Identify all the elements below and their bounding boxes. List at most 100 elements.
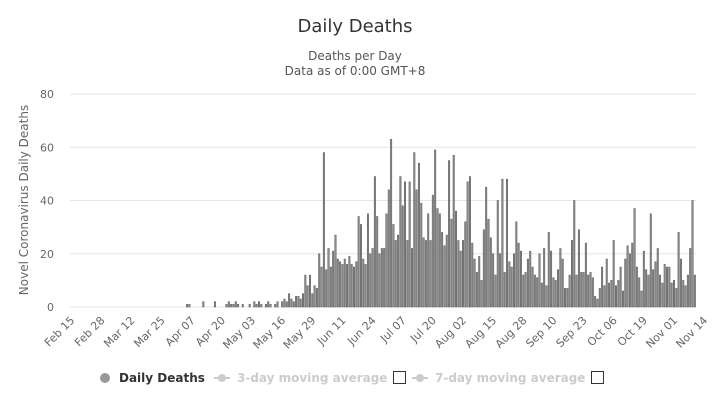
bar[interactable]: [241, 304, 244, 308]
bar[interactable]: [304, 274, 307, 308]
bar[interactable]: [554, 280, 557, 308]
bar[interactable]: [441, 232, 444, 308]
bar[interactable]: [673, 280, 675, 308]
bar[interactable]: [406, 240, 409, 308]
bar[interactable]: [661, 282, 664, 308]
bar[interactable]: [659, 274, 662, 308]
bar[interactable]: [475, 272, 478, 308]
bar[interactable]: [380, 248, 383, 308]
bar[interactable]: [339, 261, 342, 308]
bar[interactable]: [455, 210, 457, 308]
bar[interactable]: [237, 304, 240, 308]
bar[interactable]: [276, 301, 279, 308]
bar[interactable]: [628, 253, 631, 308]
bar[interactable]: [677, 232, 680, 308]
bar[interactable]: [635, 266, 638, 308]
bar[interactable]: [652, 269, 655, 308]
bar[interactable]: [427, 213, 430, 308]
bar[interactable]: [227, 301, 230, 308]
bar[interactable]: [515, 221, 518, 308]
bar[interactable]: [466, 181, 469, 308]
bar[interactable]: [624, 258, 627, 308]
bar[interactable]: [506, 178, 509, 308]
bar[interactable]: [526, 258, 529, 308]
7day-average-checkbox[interactable]: [591, 371, 604, 384]
bar[interactable]: [622, 290, 624, 308]
bar[interactable]: [438, 213, 441, 308]
bar[interactable]: [225, 304, 228, 308]
bar[interactable]: [269, 304, 272, 308]
bar[interactable]: [295, 296, 298, 308]
bar[interactable]: [297, 296, 300, 308]
bar[interactable]: [411, 248, 413, 308]
bar[interactable]: [584, 242, 587, 308]
bar[interactable]: [302, 293, 304, 308]
bar[interactable]: [253, 301, 256, 308]
bar[interactable]: [619, 266, 622, 308]
bar[interactable]: [496, 200, 499, 308]
bar[interactable]: [603, 285, 606, 308]
bar[interactable]: [605, 258, 608, 308]
bar[interactable]: [468, 176, 471, 308]
bar[interactable]: [598, 288, 601, 308]
bar[interactable]: [357, 216, 360, 308]
bar[interactable]: [557, 269, 560, 308]
bar[interactable]: [533, 274, 536, 308]
bar[interactable]: [355, 261, 358, 308]
bar[interactable]: [566, 288, 569, 308]
bar[interactable]: [615, 285, 617, 308]
bar[interactable]: [264, 304, 267, 308]
bar[interactable]: [364, 264, 367, 308]
bar[interactable]: [387, 189, 390, 308]
bar[interactable]: [485, 186, 488, 308]
bar[interactable]: [492, 253, 495, 308]
bar[interactable]: [656, 248, 659, 308]
bar[interactable]: [257, 301, 260, 308]
bar[interactable]: [260, 304, 263, 308]
bar[interactable]: [399, 176, 402, 308]
bar[interactable]: [462, 240, 464, 308]
bar[interactable]: [601, 266, 604, 308]
bar[interactable]: [482, 229, 485, 308]
bar[interactable]: [348, 256, 351, 308]
bar[interactable]: [501, 178, 504, 308]
bar[interactable]: [390, 139, 393, 308]
bar[interactable]: [429, 240, 432, 308]
bar[interactable]: [343, 258, 346, 308]
bar[interactable]: [564, 288, 566, 308]
bar[interactable]: [471, 242, 474, 308]
bar[interactable]: [654, 261, 657, 308]
bar[interactable]: [292, 301, 295, 308]
bar[interactable]: [489, 237, 492, 308]
bar[interactable]: [575, 274, 578, 308]
bar[interactable]: [519, 250, 522, 308]
bar[interactable]: [587, 274, 590, 308]
bar[interactable]: [610, 280, 613, 308]
bar[interactable]: [422, 237, 425, 308]
bar[interactable]: [684, 285, 687, 308]
bar[interactable]: [668, 266, 671, 308]
bar[interactable]: [675, 288, 678, 308]
bar[interactable]: [267, 301, 270, 308]
bar[interactable]: [589, 272, 592, 308]
bar[interactable]: [531, 266, 534, 308]
bar[interactable]: [360, 224, 362, 308]
bar[interactable]: [415, 189, 418, 308]
bar[interactable]: [341, 264, 344, 308]
bar[interactable]: [186, 304, 189, 308]
bar[interactable]: [332, 250, 335, 308]
bar[interactable]: [517, 242, 520, 308]
bar[interactable]: [464, 221, 467, 308]
bar[interactable]: [327, 248, 330, 308]
bar[interactable]: [281, 301, 284, 308]
bar[interactable]: [480, 280, 483, 308]
bar[interactable]: [473, 258, 476, 308]
bar[interactable]: [290, 298, 293, 308]
bar[interactable]: [311, 293, 314, 308]
bar[interactable]: [536, 277, 539, 308]
bar[interactable]: [494, 274, 497, 308]
bar[interactable]: [682, 280, 685, 308]
bar[interactable]: [274, 304, 277, 308]
bar[interactable]: [401, 205, 404, 308]
bar[interactable]: [543, 248, 546, 308]
